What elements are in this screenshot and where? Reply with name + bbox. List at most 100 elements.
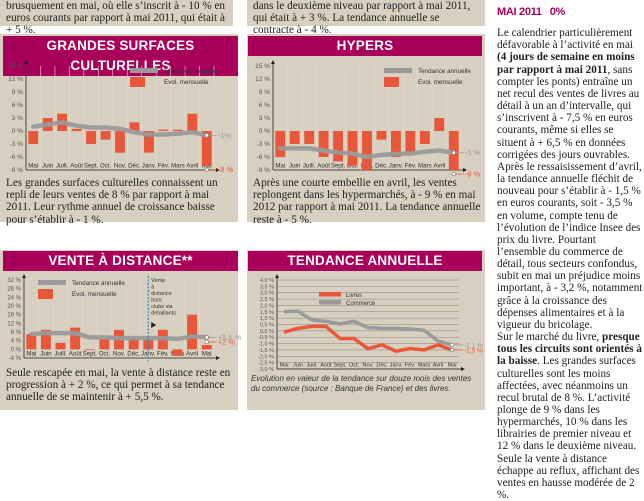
bar (391, 131, 401, 157)
bar (26, 334, 37, 350)
x-tick-label: Juill. (56, 163, 69, 170)
x-tick-label: Mai (448, 363, 457, 369)
y-tick-label: -3 % (257, 141, 271, 148)
x-tick-label: Oct. (349, 363, 360, 369)
x-axis-arrow (463, 168, 467, 172)
end-label-commerce: -1,1 % (464, 342, 483, 349)
p2-text-a: Sur le marché du livre, (497, 331, 603, 344)
y-axis-arrow (24, 60, 28, 64)
series-line-livres (283, 324, 453, 353)
top-left-text: brusquement en mai, où elle s’inscrit à … (0, 0, 233, 36)
x-tick-label: Août (69, 351, 82, 358)
bar (172, 129, 183, 131)
x-tick-label: Juin (42, 163, 54, 170)
y-tick-label: -1,0 % (258, 342, 274, 348)
chart-hypers: 15 %12 %9 %6 %3 %0 %-3 %-6 %-9 %Mai Juin J… (255, 60, 481, 179)
y-tick-label: 1,0 % (260, 316, 274, 322)
legend-label-commerce: Commerce (346, 301, 376, 307)
end-marker (204, 339, 209, 345)
y-tick-label: -2,5 % (258, 361, 274, 367)
x-tick-label: Mars (418, 363, 430, 369)
article-paragraph-1: Le calendrier particulièrement défavorab… (497, 27, 644, 331)
y-tick-label: 4,0 % (260, 278, 274, 284)
x-tick-label: Fév. (405, 363, 416, 369)
x-tick-label: Avril (186, 351, 198, 358)
y-tick-label: 3 % (259, 115, 270, 122)
x-tick-label: Mai (275, 163, 285, 170)
y-tick-label: 12 % (7, 321, 21, 327)
y-tick-label: -4 % (9, 356, 22, 362)
article-heading-value: 0% (549, 6, 566, 18)
annotation-text: détaillants (151, 311, 176, 317)
bar (434, 118, 445, 131)
y-tick-label: 3,0 % (260, 291, 274, 297)
bar (347, 131, 358, 166)
x-tick-label: Sept. (83, 351, 98, 358)
end-label-monthly: -8 % (218, 165, 234, 174)
annotation-text: distance (151, 291, 172, 297)
legend-label-monthly: Evol. mensuelle (72, 291, 117, 298)
legend-label-monthly: Evol. mensuelle (418, 79, 463, 86)
x-tick-label: Fév. (158, 163, 170, 170)
x-tick-label: Déc. (127, 351, 140, 358)
end-label-trend: -5 % (465, 148, 481, 157)
y-tick-label: -1,5 % (258, 348, 274, 354)
end-marker (204, 167, 209, 172)
x-axis-arrow (461, 367, 465, 371)
bar (405, 131, 416, 153)
y-tick-label: 12 % (8, 76, 23, 83)
annotation-text: à (151, 285, 155, 291)
bar (115, 131, 125, 153)
x-tick-label: Oct. (347, 163, 359, 170)
y-tick-label: 16 % (7, 313, 21, 319)
caption-grandes-surfaces: Les grandes surfaces culturelles connais… (6, 177, 218, 226)
y-tick-label: 0 % (12, 128, 23, 135)
top-right-paragraph: dans le deuxième niveau par rapport à ma… (253, 0, 471, 36)
y-tick-label: 1,5 % (260, 310, 274, 316)
banner-vente-distance: VENTE À DISTANCE** (3, 251, 238, 271)
y-tick-label: -9 % (257, 167, 271, 174)
y-tick-label: 0 % (11, 347, 22, 353)
x-tick-label: Juin (293, 363, 303, 369)
legend-swatch-commerce (319, 300, 341, 305)
caption-vente-distance: Seule rescapée en mai, la vente à distan… (6, 367, 231, 404)
bar (376, 131, 387, 140)
bar (128, 338, 139, 350)
y-tick-label: 2,5 % (260, 297, 274, 303)
trend-line (277, 146, 457, 160)
trend-line (30, 120, 210, 138)
bar (70, 327, 81, 350)
x-tick-label: Nov. (113, 351, 126, 358)
end-marker (451, 171, 456, 177)
x-tick-label: Juin (40, 351, 52, 358)
x-tick-label: Août (70, 163, 83, 170)
y-tick-label: 15 % (8, 63, 23, 70)
x-tick-label: Mars (418, 163, 432, 170)
article-column: MAI 2011 0% Le calendrier particulièremen… (497, 0, 644, 501)
x-tick-label: Avril (433, 363, 444, 369)
legend-swatch-monthly (384, 77, 399, 87)
trend-line (29, 330, 209, 342)
y-axis-arrow (271, 60, 275, 64)
y-tick-label: -6 % (10, 154, 24, 161)
y-tick-label: 0,0 % (260, 329, 274, 335)
bar (318, 131, 329, 157)
x-tick-label: Déc. (128, 163, 141, 170)
y-tick-label: 0 % (259, 128, 270, 135)
legend-swatch-trend (130, 68, 158, 73)
bar (187, 314, 198, 350)
bar (362, 131, 372, 170)
bar (84, 349, 95, 351)
caption-tendance-annuelle: Evolution en valeur de la tendance sur d… (251, 374, 472, 393)
y-axis-arrow (22, 274, 26, 278)
end-label-trend: -1% (218, 131, 232, 140)
caption-hypers: Après une courte embellie en avril, les … (253, 177, 481, 226)
y-tick-label: -3 % (10, 141, 24, 148)
y-tick-label: -3,0 % (258, 367, 274, 373)
y-tick-label: 6 % (259, 102, 270, 109)
x-tick-label: Juin (289, 163, 301, 170)
annotation-text: clubs via (151, 304, 173, 310)
bar (304, 131, 315, 144)
x-tick-label: Mai (28, 163, 38, 170)
y-axis-arrow (275, 274, 279, 278)
